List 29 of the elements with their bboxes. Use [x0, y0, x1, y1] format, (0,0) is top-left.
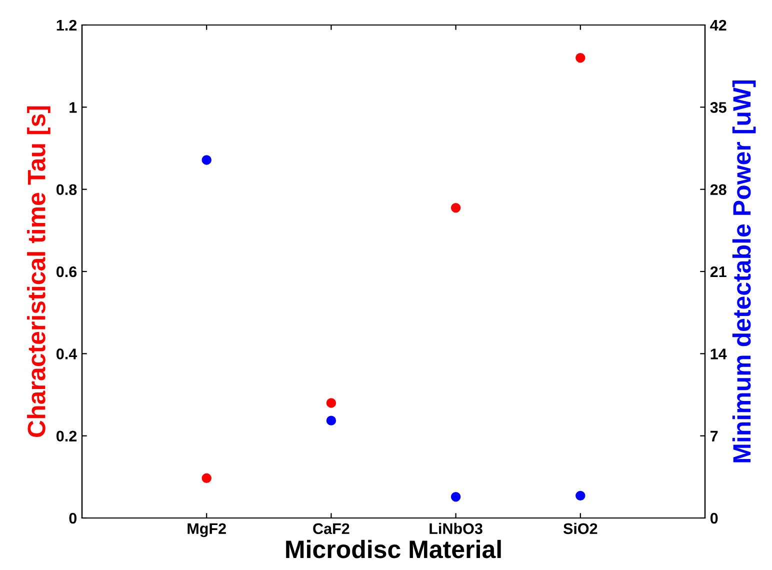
y2-tick-label: 14 — [710, 348, 727, 360]
y2-tick-label: 42 — [710, 20, 726, 31]
x-tick-label: CaF2 — [313, 523, 350, 534]
x-tick-label: LiNbO3 — [430, 522, 482, 534]
y-tick-label: 0.4 — [56, 348, 78, 360]
y-tick-label: 0 — [69, 512, 77, 524]
y-axis-title: Characteristical time Tau [s] — [27, 106, 50, 437]
point — [202, 473, 212, 484]
y2-tick-label: 7 — [710, 430, 718, 442]
point — [326, 398, 336, 408]
y2-tick-label: 0 — [710, 512, 718, 524]
point — [576, 490, 586, 501]
y-tick-label: 0.6 — [56, 266, 77, 278]
y-tick-label: 0.2 — [56, 430, 77, 442]
point — [576, 53, 586, 63]
y-tick-label: 0.8 — [56, 184, 77, 196]
x-axis-title: Microdisc Material — [286, 540, 501, 558]
y-tick-label: 1.2 — [56, 20, 77, 31]
x-tick-label: SiO2 — [563, 522, 598, 534]
y2-tick-label: 21 — [710, 266, 726, 278]
point — [326, 416, 336, 426]
point — [450, 492, 461, 502]
y-tick-label: 1 — [70, 102, 77, 113]
y2-tick-label: 28 — [710, 184, 726, 196]
y2-axis-title: Minimum detectable Power [uW] — [732, 80, 756, 462]
point — [202, 155, 212, 165]
point — [450, 202, 461, 213]
x-tick-label: MgF2 — [188, 523, 226, 538]
y2-tick-label: 35 — [710, 102, 726, 113]
